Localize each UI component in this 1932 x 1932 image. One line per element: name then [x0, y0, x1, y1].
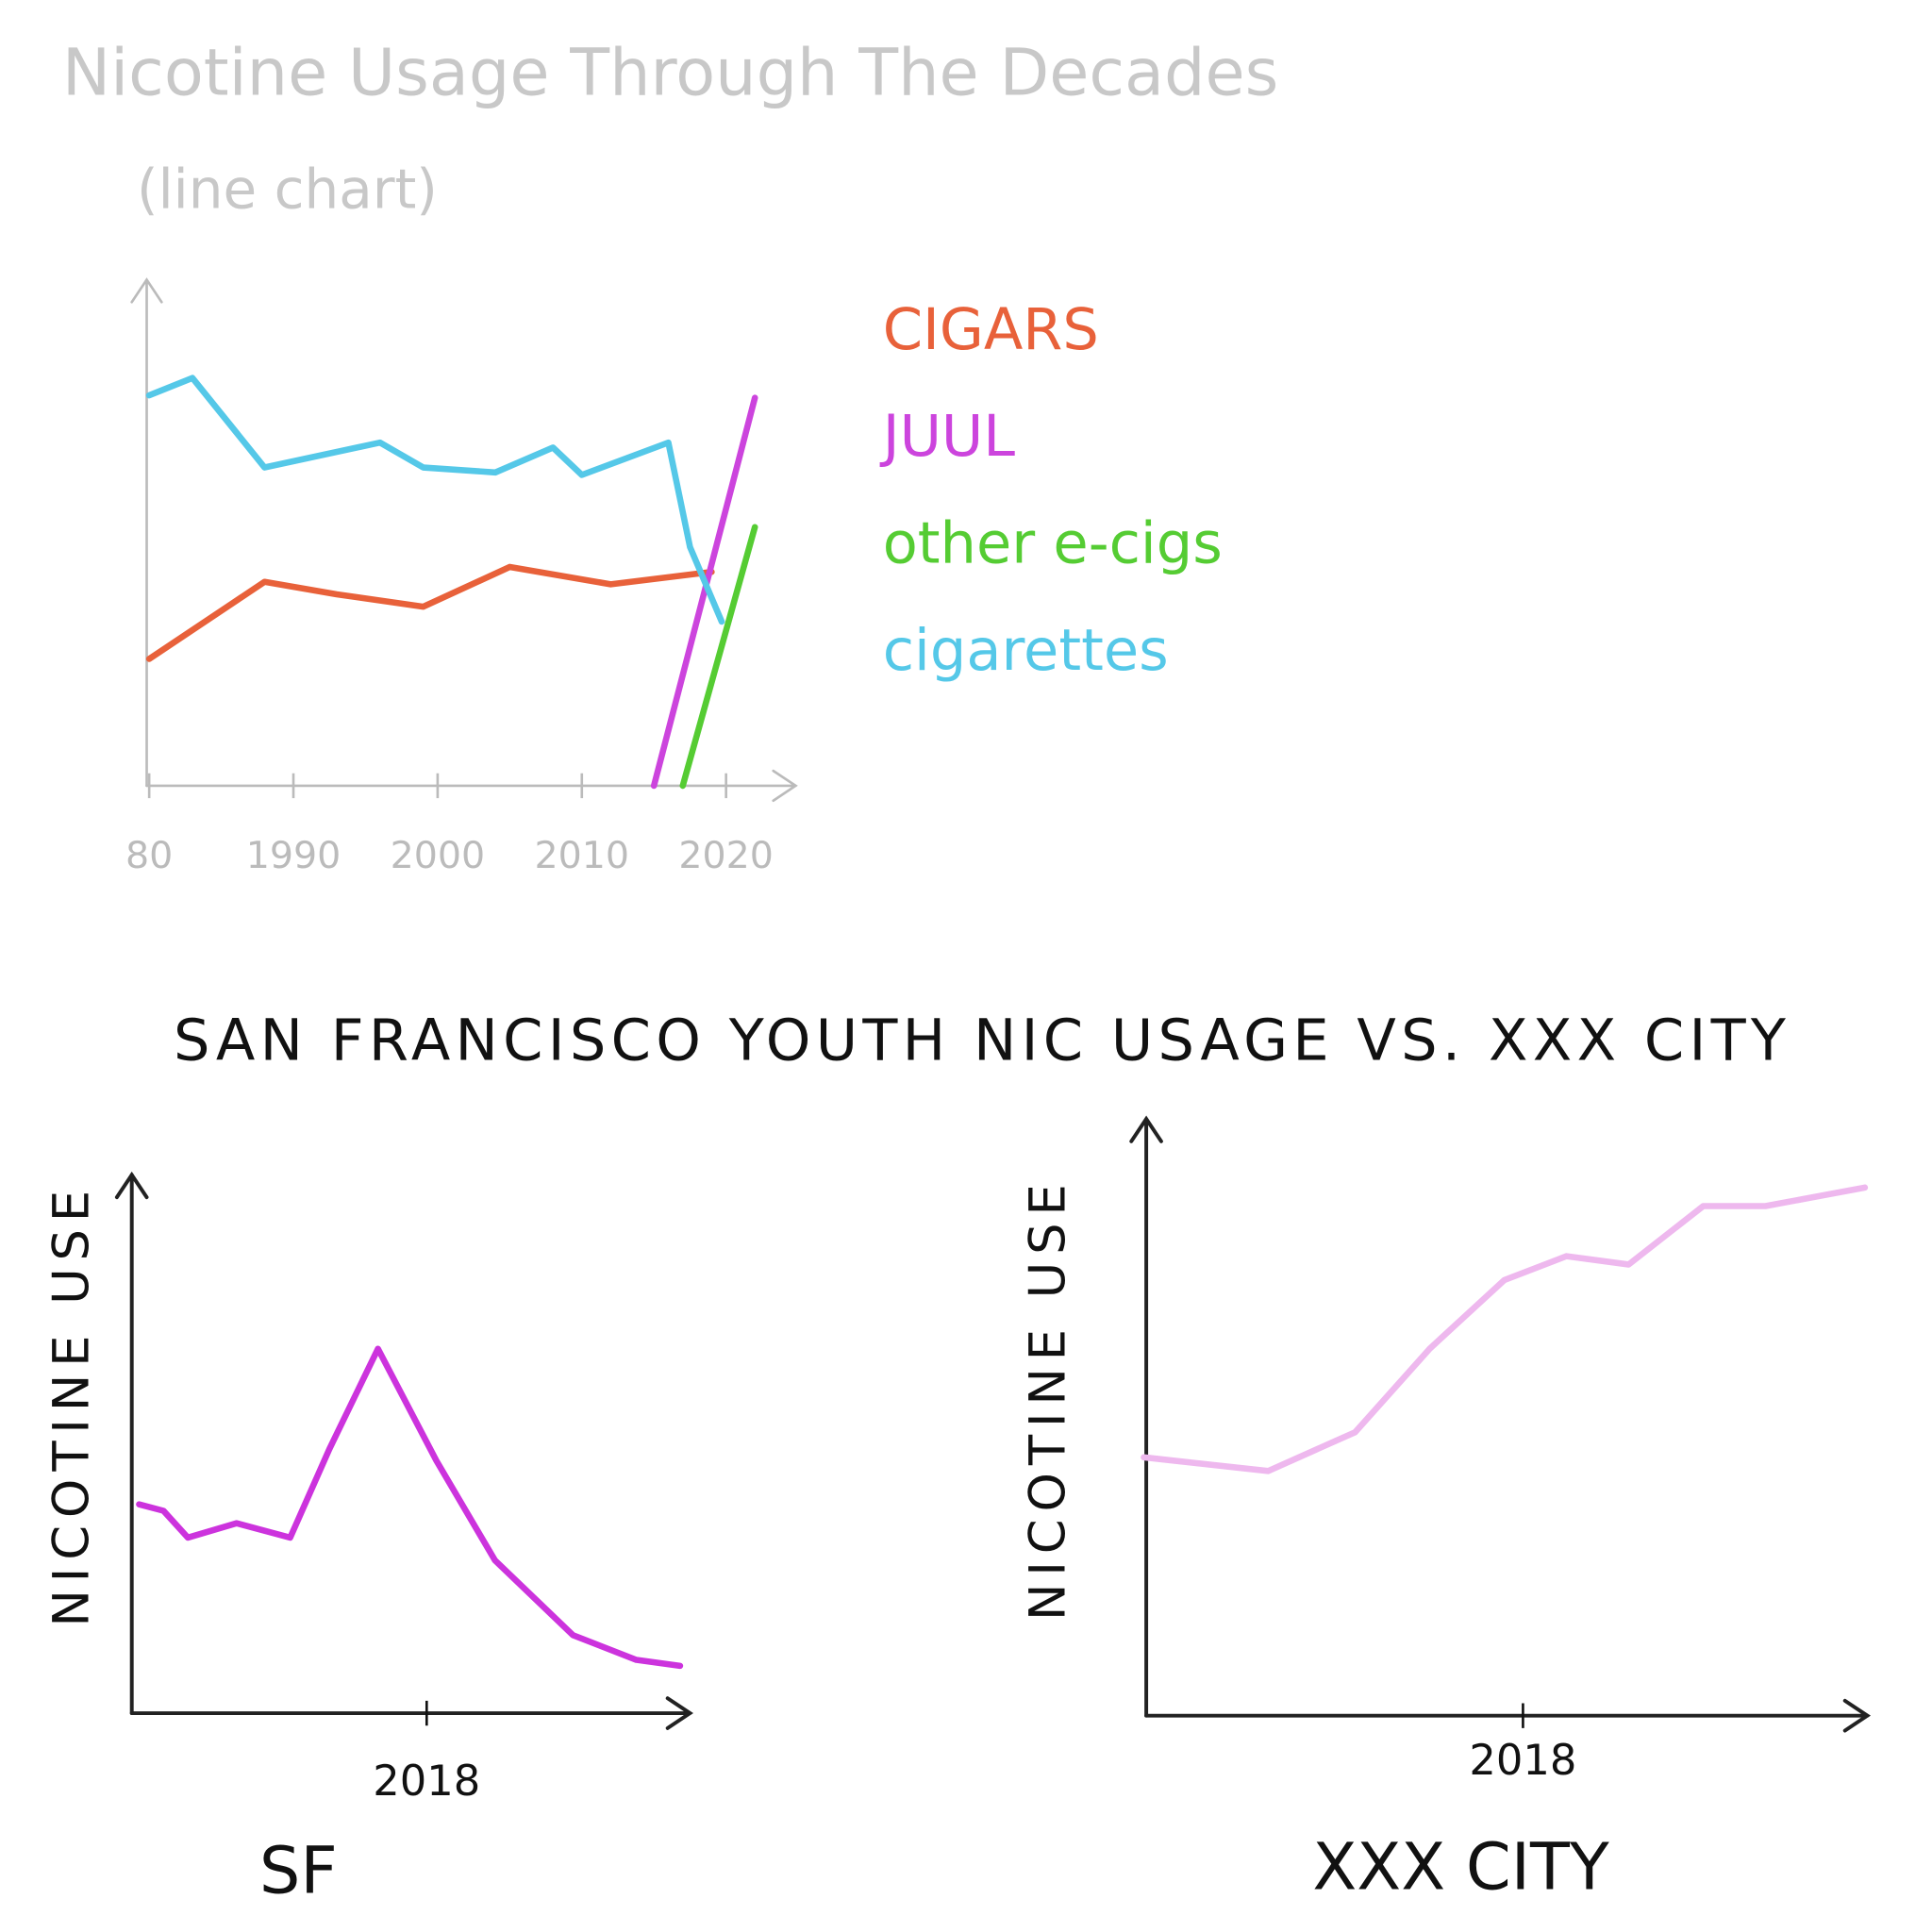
y-axis-label: NICOTINE USE [43, 1183, 101, 1627]
legend-entry: CIGARS [883, 297, 1099, 363]
x-tick-label: 2020 [678, 834, 774, 877]
chart-subtitle: (line chart) [137, 157, 438, 221]
legend-entry: JUUL [879, 404, 1016, 470]
y-axis [130, 277, 163, 788]
data-line [145, 563, 715, 662]
legend-entry: cigarettes [883, 618, 1169, 684]
x-axis [1144, 1698, 1872, 1733]
y-axis [1129, 1115, 1163, 1718]
data-line [679, 524, 758, 790]
x-tick-label: 80 [125, 834, 173, 877]
chart-title: Nicotine Usage Through The Decades [62, 36, 1279, 111]
x-axis [145, 769, 798, 803]
x-tick-label: 2018 [1469, 1735, 1576, 1785]
data-line [650, 394, 758, 790]
y-axis [114, 1171, 149, 1716]
x-tick-label: 2000 [391, 834, 486, 877]
data-line [145, 375, 725, 625]
section-heading: SAN FRANCISCO YOUTH NIC USAGE VS. XXX CI… [174, 1008, 1790, 1074]
data-line [136, 1345, 684, 1670]
x-axis-label: XXX CITY [1312, 1829, 1608, 1905]
x-axis [129, 1696, 693, 1730]
y-axis-label: NICOTINE USE [1019, 1176, 1076, 1621]
x-axis-label: SF [259, 1833, 338, 1908]
x-tick-label: 2010 [534, 834, 629, 877]
data-line [1141, 1184, 1869, 1474]
legend-entry: other e-cigs [883, 510, 1223, 576]
x-tick-label: 2018 [373, 1756, 480, 1806]
x-tick-label: 1990 [246, 834, 341, 877]
